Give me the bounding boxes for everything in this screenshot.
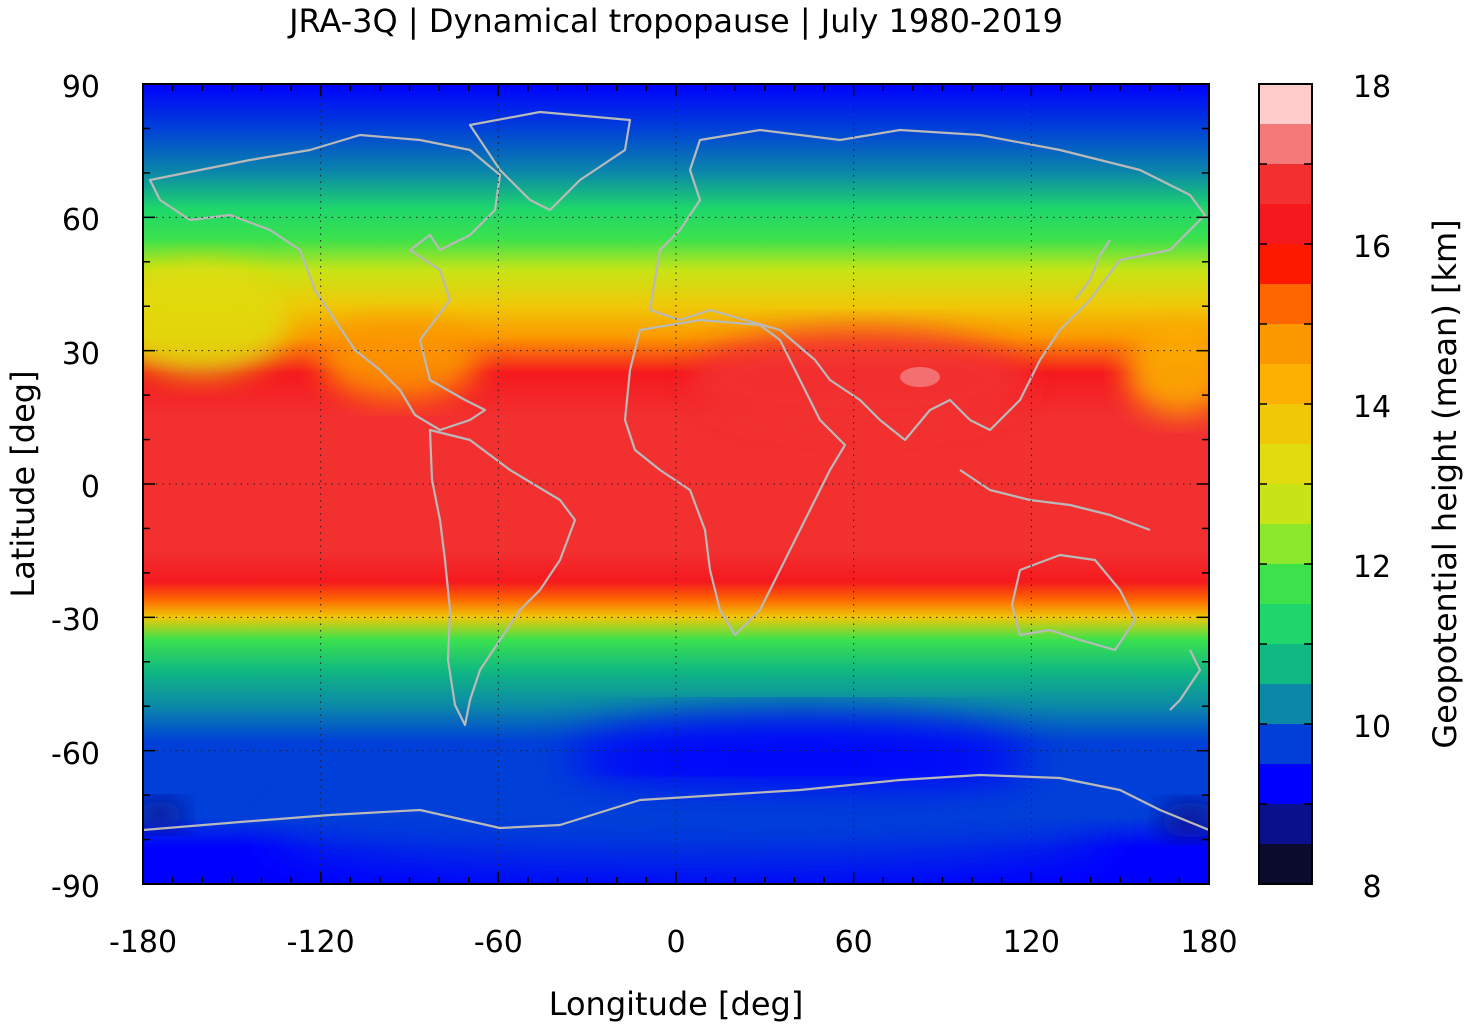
minor-ticks	[143, 84, 1209, 884]
colorbar-tick-label: 16	[1353, 230, 1391, 265]
colorbar-level	[1259, 244, 1312, 284]
y-tick-label: -30	[51, 603, 100, 638]
grid-lines	[143, 84, 1209, 884]
colorbar-level	[1259, 404, 1312, 444]
colorbar-level	[1259, 604, 1312, 644]
anomaly-pacific-subtropical-high	[143, 265, 290, 375]
coastline-antarctica	[143, 773, 1209, 832]
coastline-eurasia	[648, 128, 1207, 442]
x-tick-label: -120	[287, 925, 355, 960]
coastline-north-america	[148, 133, 502, 432]
x-axis-label: Longitude [deg]	[549, 985, 804, 1023]
colorbar-level	[1259, 324, 1312, 364]
colorbar-level	[1259, 124, 1312, 164]
x-tick-label: 0	[666, 925, 685, 960]
anomaly-antarctic-minimum-east	[1160, 802, 1209, 838]
colorbar-tick-label: 12	[1353, 550, 1391, 585]
x-tick-label: 60	[835, 925, 873, 960]
colorbar-level	[1259, 764, 1312, 804]
coastline-japan	[1074, 239, 1111, 301]
x-tick-label: -180	[109, 925, 177, 960]
coastline-greenland	[468, 110, 632, 212]
colorbar-level	[1259, 844, 1312, 884]
x-tick-label: 180	[1180, 925, 1237, 960]
coastline-indonesia	[959, 469, 1151, 532]
colorbar-ticks	[1259, 163, 1312, 805]
colorbar-level	[1259, 724, 1312, 764]
colorbar-tick-label: 18	[1353, 70, 1391, 105]
y-tick-label: 0	[81, 470, 100, 505]
coastline-new-zealand	[1169, 649, 1202, 711]
y-tick-label: 60	[62, 203, 100, 238]
colorbar-level	[1259, 484, 1312, 524]
y-axis-label: Latitude [deg]	[4, 370, 42, 597]
anomaly-north-america-monsoon	[320, 320, 480, 400]
anomaly-tibetan-peak	[900, 367, 940, 387]
colorbar-level	[1259, 524, 1312, 564]
colorbar-level	[1259, 284, 1312, 324]
anomaly-west-pacific-warm	[1125, 325, 1209, 415]
colorbar-label: Geopotential height (mean) [km]	[1426, 219, 1464, 748]
colorbar-level	[1259, 804, 1312, 844]
colorbar-level	[1259, 444, 1312, 484]
coastlines	[143, 110, 1209, 832]
colorbar-level	[1259, 564, 1312, 604]
anomaly-antarctic-minimum	[143, 800, 185, 830]
colorbar-level	[1259, 364, 1312, 404]
colorbar-tick-label: 14	[1353, 390, 1391, 425]
x-tick-label: -60	[474, 925, 523, 960]
colorbar: 8 10 12 14 16 18 Geopotential height (me…	[1258, 70, 1464, 905]
anomaly-antarctic-plateau	[270, 792, 1110, 868]
colorbar-level	[1259, 84, 1312, 124]
anomaly-asian-monsoon	[690, 330, 1030, 430]
colorbar-level	[1259, 644, 1312, 684]
y-tick-label: -90	[51, 870, 100, 905]
map-plot-area	[142, 83, 1210, 885]
colorbar-level	[1259, 684, 1312, 724]
anomaly-southern-ocean-low	[570, 715, 1030, 805]
y-axis: 90 60 30 0 -30 -60 -90 Latitude [deg]	[4, 70, 100, 905]
coastline-south-america	[428, 428, 577, 727]
colorbar-tick-label: 10	[1353, 710, 1391, 745]
coastline-africa	[623, 318, 847, 637]
colorbar-levels	[1259, 84, 1312, 884]
coastline-australia	[1010, 553, 1137, 652]
y-tick-label: 90	[62, 70, 100, 105]
x-axis: -180 -120 -60 0 60 120 180 Longitude [de…	[109, 925, 1238, 1023]
y-tick-label: 30	[62, 337, 100, 372]
regional-anomalies	[143, 265, 1209, 868]
colorbar-tick-label: 8	[1362, 870, 1381, 905]
y-tick-label: -60	[51, 737, 100, 772]
colorbar-level	[1259, 204, 1312, 244]
x-tick-label: 120	[1003, 925, 1060, 960]
chart-title: JRA-3Q | Dynamical tropopause | July 198…	[287, 2, 1063, 40]
colorbar-level	[1259, 164, 1312, 204]
